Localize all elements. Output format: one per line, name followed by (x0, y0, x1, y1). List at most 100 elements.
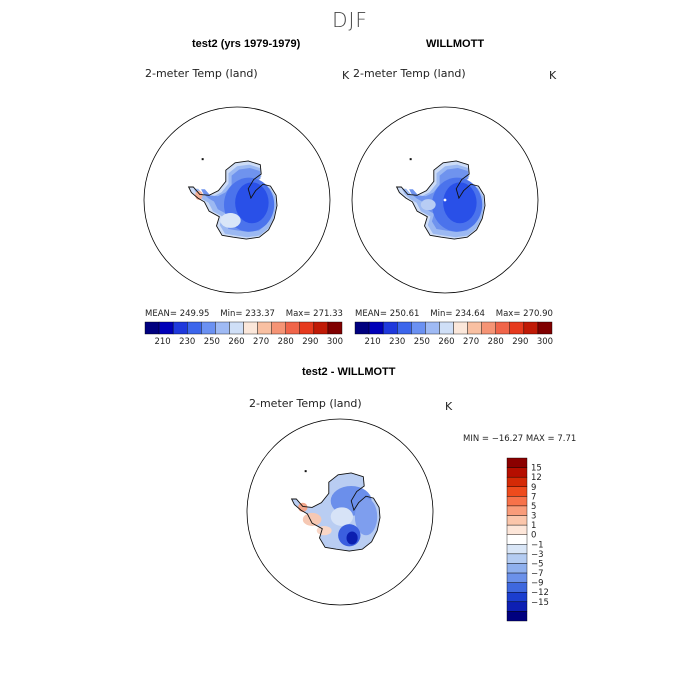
colorbar-swatch (506, 544, 528, 555)
colorbar-swatch (495, 321, 510, 335)
panel1-mean-label: MEAN= (145, 309, 177, 319)
panel3-minmax: MIN = −16.27 MAX = 7.71 (463, 434, 577, 444)
colorbar-swatch (158, 321, 174, 335)
panel2-island (409, 158, 412, 161)
panel1-min-label: Min= (220, 309, 243, 319)
colorbar-swatch (506, 534, 528, 545)
colorbar-swatch (201, 321, 216, 335)
colorbar-swatch (506, 592, 528, 603)
colorbar-swatch (187, 321, 202, 335)
colorbar-swatch (523, 321, 539, 335)
colorbar-tick-label: −3 (531, 550, 544, 560)
colorbar-swatch (382, 321, 398, 335)
panel1-stats: MEAN= 249.95 Min= 233.37 Max= 271.33 (145, 309, 343, 319)
colorbar-swatch (509, 321, 525, 335)
colorbar-swatch (506, 553, 528, 564)
colorbar-swatch (506, 524, 528, 535)
colorbar-tick-label: 9 (531, 483, 536, 493)
panel2-mean-label: MEAN= (355, 309, 387, 319)
panel1-unit-label: K (342, 69, 350, 82)
colorbar-tick-label: 290 (302, 337, 318, 347)
colorbar-tick-label: −12 (531, 588, 549, 598)
colorbar-swatch (229, 321, 244, 335)
colorbar-swatch (506, 467, 528, 478)
panel3-header: test2 - WILLMOTT (302, 366, 396, 378)
colorbar-tick-label: 1 (531, 521, 536, 531)
colorbar-tick-label: 210 (154, 337, 170, 347)
panel1-map (143, 106, 331, 294)
panel1-variable-label: 2-meter Temp (land) (145, 67, 258, 80)
panel2-min-label: Min= (430, 309, 453, 319)
panel1-island (201, 158, 204, 161)
colorbar-tick-label: 5 (531, 502, 536, 512)
panel3-field-6 (316, 525, 332, 536)
colorbar-tick-label: 270 (463, 337, 479, 347)
colorbar-tick-label: −5 (531, 559, 544, 569)
colorbar-swatch (506, 601, 528, 612)
panel2-field-5 (420, 199, 436, 211)
colorbar-tick-label: 250 (204, 337, 220, 347)
panel1-min-value: 233.37 (245, 309, 275, 319)
panel2-variable-label: 2-meter Temp (land) (353, 67, 466, 80)
colorbar-tick-label: 210 (364, 337, 380, 347)
panel2-field-4 (443, 182, 477, 224)
panel1-field-4 (235, 182, 269, 224)
panel2-field-6 (443, 198, 447, 202)
colorbar-tick-label: 280 (488, 337, 504, 347)
panel2-coastline (395, 160, 486, 240)
colorbar-swatch (537, 321, 553, 335)
colorbar-tick-label: 300 (327, 337, 343, 347)
colorbar-swatch (299, 321, 315, 335)
panel1-max-value: 271.33 (313, 309, 343, 319)
colorbar-swatch (506, 572, 528, 583)
colorbar-tick-label: 7 (531, 492, 536, 502)
panel3-field-4 (302, 512, 322, 526)
colorbar-tick-label: 250 (414, 337, 430, 347)
panel1-field-5 (220, 213, 241, 228)
figure-title: DJF (332, 8, 368, 32)
colorbar-swatch (481, 321, 496, 335)
colorbar-swatch (215, 321, 230, 335)
colorbar-tick-label: 270 (253, 337, 269, 347)
colorbar-swatch (506, 457, 528, 468)
colorbar-swatch (425, 321, 440, 335)
colorbar-swatch (506, 515, 528, 526)
panel2-unit-label: K (549, 69, 557, 82)
colorbar-swatch (271, 321, 286, 335)
panel2-colorbar: 210 230 250 260 270 280 290 300 (354, 321, 553, 347)
colorbar-tick-label: 290 (512, 337, 528, 347)
colorbar-swatch (506, 582, 528, 593)
colorbar-swatch (172, 321, 188, 335)
panel1-coastline (187, 160, 278, 240)
panel2-map (351, 106, 539, 294)
colorbar-tick-label: 230 (179, 337, 195, 347)
colorbar-swatch (506, 486, 528, 497)
panel3-field-8 (346, 531, 358, 545)
colorbar-tick-label: 300 (537, 337, 553, 347)
colorbar-tick-label: 260 (438, 337, 454, 347)
colorbar-swatch (439, 321, 454, 335)
panel2-min-value: 234.64 (455, 309, 485, 319)
colorbar-swatch (506, 563, 528, 574)
colorbar-swatch (453, 321, 468, 335)
panel2-mean-value: 250.61 (389, 309, 420, 319)
colorbar-tick-label: 230 (389, 337, 405, 347)
colorbar-swatch (506, 505, 528, 516)
colorbar-swatch (243, 321, 258, 335)
colorbar-tick-label: −15 (531, 598, 549, 608)
panel3-field-3 (330, 507, 354, 526)
colorbar-swatch (313, 321, 329, 335)
colorbar-tick-label: 12 (531, 473, 542, 483)
colorbar-tick-label: 280 (278, 337, 294, 347)
colorbar-swatch (368, 321, 384, 335)
panel2-max-label: Max= (495, 309, 521, 319)
panel1-max-label: Max= (285, 309, 311, 319)
panel3-field-2 (354, 498, 378, 536)
panel3-coastline (290, 472, 381, 552)
colorbar-swatch (285, 321, 300, 335)
panel1-mean-value: 249.95 (179, 309, 210, 319)
colorbar-swatch (506, 496, 528, 507)
